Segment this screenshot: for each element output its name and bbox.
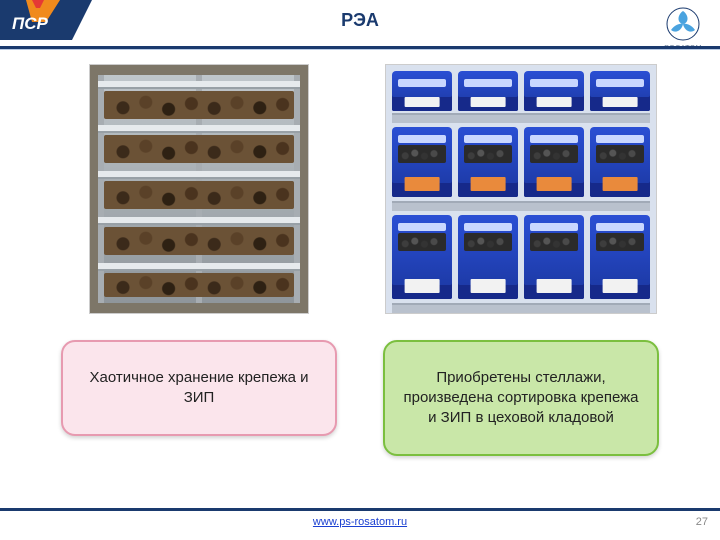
logo-left-text: ПСР: [12, 14, 49, 33]
page-title: РЭА: [341, 10, 379, 31]
caption-before-text: Хаотичное хранение крепежа и ЗИП: [77, 368, 321, 409]
footer-link[interactable]: www.ps-rosatom.ru: [313, 516, 407, 528]
photo-after: [385, 64, 657, 314]
column-after: Приобретены стеллажи, произведена сортир…: [383, 64, 659, 502]
caption-after-text: Приобретены стеллажи, произведена сортир…: [399, 368, 643, 429]
header: ПСР РЭА РОСАТОМ: [0, 0, 720, 50]
footer: www.ps-rosatom.ru 27: [0, 508, 720, 540]
column-before: Хаотичное хранение крепежа и ЗИП: [61, 64, 337, 502]
content: Хаотичное хранение крепежа и ЗИП: [0, 64, 720, 502]
caption-after: Приобретены стеллажи, произведена сортир…: [383, 340, 659, 456]
logo-left: ПСР: [0, 0, 92, 45]
page-number: 27: [696, 516, 708, 528]
caption-before: Хаотичное хранение крепежа и ЗИП: [61, 340, 337, 436]
photo-before: [89, 64, 309, 314]
header-divider: [0, 46, 720, 49]
rosatom-logo-icon: [665, 6, 701, 42]
footer-divider: [0, 508, 720, 511]
psr-logo-icon: ПСР: [0, 0, 92, 40]
